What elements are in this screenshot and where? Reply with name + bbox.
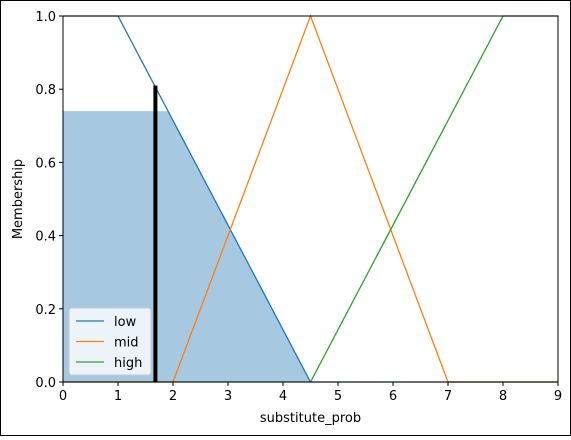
legend-box xyxy=(68,307,152,376)
y-tick-label: 0.0 xyxy=(35,376,56,391)
x-tick-label: 1 xyxy=(114,389,122,404)
y-tick-label: 0.4 xyxy=(35,230,56,245)
x-tick-label: 4 xyxy=(279,389,287,404)
y-tick-label: 0.6 xyxy=(35,156,56,171)
y-tick-label: 0.2 xyxy=(35,303,56,318)
x-tick-label: 0 xyxy=(59,389,67,404)
legend-label-low: low xyxy=(114,315,137,330)
y-axis-label: Membership xyxy=(11,159,26,239)
legend: low mid high xyxy=(68,307,152,376)
y-tick-label: 0.8 xyxy=(35,83,56,98)
axes-frame xyxy=(62,15,559,383)
x-tick-label: 5 xyxy=(334,389,342,404)
x-tick-label: 2 xyxy=(169,389,177,404)
x-tick-label: 8 xyxy=(499,389,507,404)
x-tick-label: 9 xyxy=(554,389,562,404)
x-axis-label: substitute_prob xyxy=(260,411,361,426)
x-tick-label: 3 xyxy=(224,389,232,404)
x-tick-label: 7 xyxy=(444,389,452,404)
legend-label-mid: mid xyxy=(114,336,139,351)
legend-label-high: high xyxy=(114,356,142,371)
y-tick-label: 1.0 xyxy=(35,10,56,25)
x-tick-label: 6 xyxy=(389,389,397,404)
